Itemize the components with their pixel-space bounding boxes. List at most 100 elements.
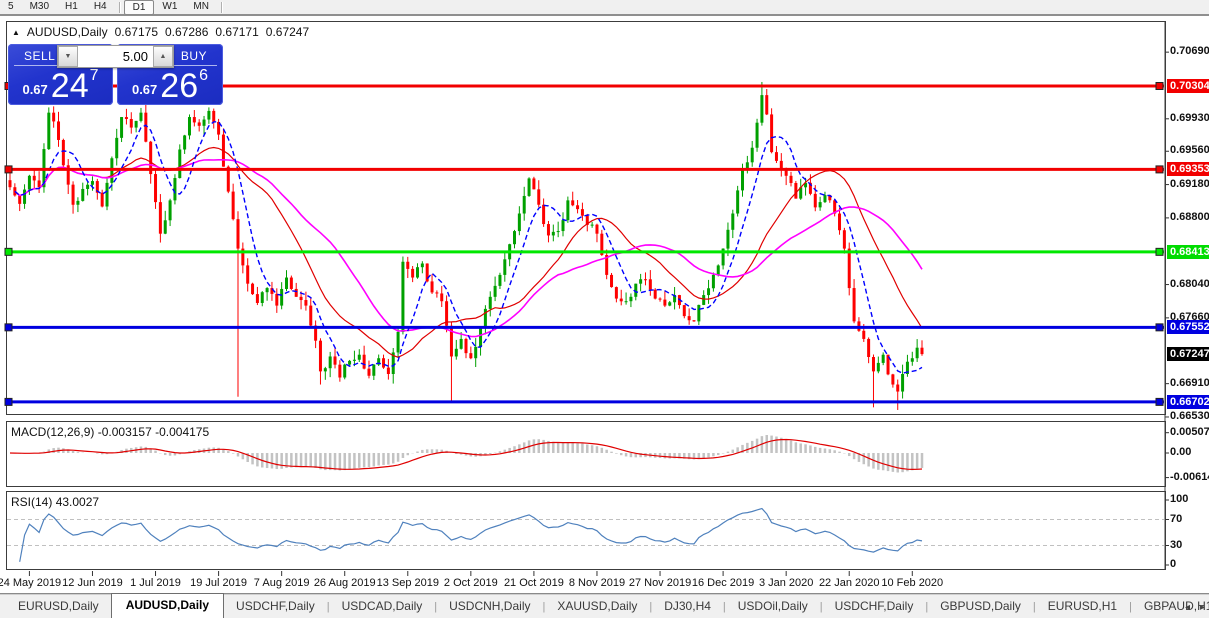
timeframe-button-d1[interactable]: D1 [123,0,155,15]
price-badge-0.66702: 0.66702 [1167,394,1209,409]
tabs-scroll-buttons: ◂ ▸ [1185,602,1205,613]
ohlc-close: 0.67247 [265,25,310,39]
volume-input[interactable] [78,46,153,67]
timeframe-button-5[interactable]: 5 [8,1,14,12]
timeframe-button-m30[interactable]: M30 [29,1,50,12]
date-tick-label: 2 Oct 2019 [443,577,498,589]
date-axis-strip[interactable] [0,571,1209,594]
tab-separator: | [542,601,546,613]
tab-audusd-daily[interactable]: AUDUSD,Daily [110,593,225,618]
date-tick-label: 24 May 2019 [0,577,62,589]
date-tick-label: 7 Aug 2019 [253,577,310,589]
rsi-tick-label: 30 [1170,538,1183,551]
volume-decrease-icon[interactable]: ▼ [58,46,78,67]
tab-gbpusd-daily[interactable]: GBPUSD,Daily [940,599,1021,613]
tab-separator: | [434,601,438,613]
price-badge-0.67552: 0.67552 [1167,320,1209,335]
volume-spinner: ▼ ▲ [57,45,174,68]
macd-label: MACD(12,26,9) -0.003157 -0.004175 [11,425,210,439]
chart-symbol-label: AUDUSD,Daily [26,25,108,39]
tab-separator: | [925,601,929,613]
sell-price-big: 24 [50,67,89,105]
toolbar-separator [220,1,222,13]
date-tick-label: 3 Jan 2020 [758,577,814,589]
rsi-label: RSI(14) 43.0027 [11,495,100,509]
date-tick-label: 22 Jan 2020 [818,577,880,589]
price-tick-label: 0.70690 [1170,45,1209,58]
rsi-tick-label: 0 [1170,558,1177,570]
tab-eurusd-daily[interactable]: EURUSD,Daily [18,599,99,613]
date-tick-label: 1 Jul 2019 [130,577,181,589]
sell-price-prefix: 0.67 [22,82,48,97]
tab-separator: | [649,601,653,613]
date-tick-label: 10 Feb 2020 [881,577,944,589]
collapse-icon[interactable]: ▲ [12,27,20,37]
price-badge-0.70304: 0.70304 [1167,79,1209,93]
tab-usdcnh-daily[interactable]: USDCNH,Daily [449,599,531,613]
volume-increase-icon[interactable]: ▲ [153,46,173,67]
date-tick-label: 8 Nov 2019 [568,577,626,589]
buy-button[interactable]: BUY [170,47,217,66]
timeframe-button-mn[interactable]: MN [193,1,209,12]
rsi-tick-label: 100 [1170,493,1189,505]
date-tick-label: 27 Nov 2019 [628,577,692,589]
date-tick-label: 21 Oct 2019 [503,577,564,589]
tab-dj30-h4[interactable]: DJ30,H4 [664,599,711,613]
macd-tick-label: 0.005076 [1170,425,1209,438]
price-tick-label: 0.69930 [1170,111,1209,124]
tab-separator: | [326,601,330,613]
chart-header: ▲ AUDUSD,Daily 0.67175 0.67286 0.67171 0… [12,25,309,39]
tab-separator: | [819,601,823,613]
date-tick-label: 26 Aug 2019 [313,577,376,589]
price-tick-label: 0.67660 [1170,310,1209,323]
macd-tick-label: -0.006148 [1170,470,1209,483]
macd-tick-label: 0.00 [1170,446,1192,458]
price-tick-label: 0.69560 [1170,144,1209,157]
price-badge-0.68413: 0.68413 [1167,244,1209,259]
ohlc-high: 0.67286 [165,25,209,39]
chart-tab-bar: EURUSD,Daily AUDUSD,Daily USDCHF,Daily | USD… [0,593,1209,618]
tab-gbpaud-h1[interactable]: GBPAUD,H1 [1143,599,1209,613]
buy-price-prefix: 0.67 [131,82,158,97]
one-click-trading-panel: SELL 0.67 24 7 BUY 0.67 26 6 ▼ ▲ [8,44,223,105]
sell-price-sup: 7 [89,67,99,84]
buy-price-sup: 6 [199,67,209,84]
tab-eurusd-h1[interactable]: EURUSD,H1 [1047,599,1118,613]
timeframe-button-h1[interactable]: H1 [65,1,78,12]
rsi-tick-label: 70 [1170,512,1183,525]
price-badge-0.69353: 0.69353 [1167,162,1209,177]
rsi-value: 43.0027 [55,495,100,509]
timeframe-button-w1[interactable]: W1 [162,1,178,12]
buy-price: 0.67 26 6 [117,67,223,105]
tab-usdcad-daily[interactable]: USDCAD,Daily [341,599,423,613]
tab-xauusd-daily[interactable]: XAUUSD,Daily [557,599,638,613]
tabs-scroll-left-icon[interactable]: ◂ [1184,602,1190,613]
price-tick-label: 0.68800 [1170,210,1209,223]
macd-values: -0.003157 -0.004175 [97,425,210,439]
timeframe-toolbar: 5 M30 H1 H4 D1 W1 MN [0,0,1209,16]
toolbar-separator [118,1,120,13]
price-tick-label: 0.68040 [1170,277,1209,290]
sell-button[interactable]: SELL [14,47,66,66]
timeframe-button-h4[interactable]: H4 [93,1,107,12]
date-tick-label: 16 Dec 2019 [691,577,755,589]
tab-separator: | [722,601,726,613]
tab-usdchf-daily[interactable]: USDCHF,Daily [236,599,315,613]
tab-separator: | [1032,601,1036,613]
date-tick-label: 19 Jul 2019 [190,577,248,589]
rsi-panel[interactable] [6,491,1166,570]
tabs-scroll-right-icon[interactable]: ▸ [1199,602,1205,613]
price-tick-label: 0.66530 [1170,409,1209,422]
price-tick-label: 0.69180 [1170,177,1209,190]
ohlc-low: 0.67171 [215,25,259,39]
ohlc-open: 0.67175 [114,25,158,39]
sell-price: 0.67 24 7 [8,67,113,105]
tab-usdoil-daily[interactable]: USDOil,Daily [737,599,808,613]
price-badge-0.67247: 0.67247 [1167,347,1209,362]
tab-separator: | [1129,601,1132,613]
price-tick-label: 0.66910 [1170,376,1209,389]
tab-usdchf-daily[interactable]: USDCHF,Daily [834,599,914,613]
buy-price-big: 26 [160,67,199,105]
date-tick-label: 12 Jun 2019 [62,577,123,589]
